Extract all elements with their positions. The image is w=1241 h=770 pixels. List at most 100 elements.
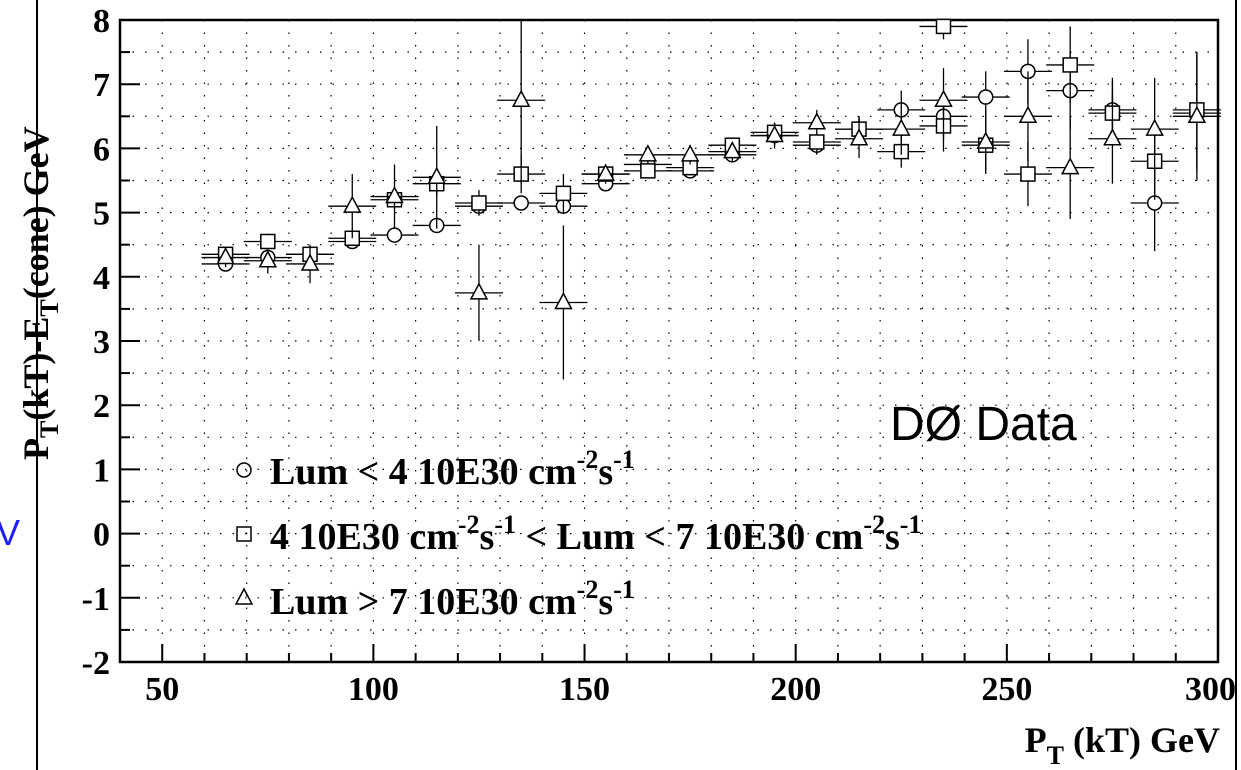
square-marker <box>555 185 572 202</box>
d0-data-annotation: DØ Data <box>890 398 1077 451</box>
plot-frame <box>118 18 1220 664</box>
triangle-marker <box>807 112 827 130</box>
data-point-triangle <box>792 109 841 136</box>
y-tick-label: 3 <box>93 324 110 361</box>
square-marker <box>260 233 276 250</box>
data-point-circle <box>370 227 419 243</box>
data-point-triangle <box>750 122 799 149</box>
y-tick-label: 7 <box>93 67 110 104</box>
data-point-square <box>623 163 672 179</box>
triangle-marker <box>216 246 235 265</box>
data-point-triangle <box>1130 77 1179 181</box>
triangle-marker <box>596 163 615 181</box>
x-tick-label: 300 <box>1185 671 1236 708</box>
x-tick-label: 250 <box>981 671 1032 708</box>
y-tick-label: 0 <box>93 517 110 554</box>
y-tick-label: 4 <box>93 260 110 297</box>
data-point-triangle <box>1088 93 1137 184</box>
legend-triangle-marker <box>234 587 254 605</box>
legend: Lum < 4 10E30 cm-2s-1 4 10E30 cm-2s-1 < … <box>234 445 921 623</box>
y-tick-labels: -2 -1 0 1 2 3 4 5 6 7 8 <box>82 3 110 682</box>
square-marker <box>1020 166 1036 182</box>
triangle-marker <box>385 185 404 204</box>
data-point-triangle <box>919 68 968 133</box>
legend-entry-3: Lum > 7 10E30 cm-2s-1 <box>270 575 635 623</box>
data-point-triangle <box>581 163 630 184</box>
triangle-marker <box>1060 157 1080 175</box>
y-axis-title: PT(kT)-ET(cone) GeV <box>16 126 64 460</box>
triangle-marker <box>723 141 742 159</box>
circle-marker <box>386 227 403 243</box>
triangle-marker <box>976 131 995 149</box>
y-axis-title-text: PT(kT)-ET(cone) GeV <box>16 126 64 460</box>
x-tick-label: 100 <box>348 671 399 708</box>
data-point-circle <box>497 195 546 211</box>
data-point-triangle <box>454 244 503 341</box>
data-point-triangle <box>328 174 377 239</box>
triangle-marker <box>343 195 362 213</box>
triangle-marker <box>638 144 658 162</box>
triangle-marker <box>849 128 869 146</box>
data-point-triangle <box>835 119 884 159</box>
y-tick-label: 6 <box>93 131 110 168</box>
triangle-marker <box>1145 118 1164 136</box>
ticks <box>119 19 1219 663</box>
triangle-marker <box>469 282 489 300</box>
data-point-square <box>1046 26 1095 104</box>
circle-marker <box>513 195 529 211</box>
grid <box>120 20 1218 662</box>
data-point-triangle <box>201 246 250 268</box>
legend-square-marker <box>236 526 252 542</box>
data-point-triangle <box>497 20 546 184</box>
triangle-marker <box>1018 105 1038 124</box>
legend-entry-2: 4 10E30 cm-2s-1 < Lum < 7 10E30 cm-2s-1 <box>270 510 921 558</box>
x-tick-label: 150 <box>559 671 610 708</box>
data-point-triangle <box>961 109 1010 175</box>
edge-glyph: V <box>0 512 20 553</box>
data-point-triangle <box>243 247 292 274</box>
triangle-marker <box>554 291 573 310</box>
triangle-marker <box>1103 128 1122 146</box>
y-tick-label: 1 <box>93 452 110 489</box>
square-marker <box>935 18 952 35</box>
circle-marker <box>977 89 994 105</box>
x-axis-title: PT (kT) GeV <box>1025 720 1220 770</box>
data-point-triangle <box>708 141 757 162</box>
triangle-marker <box>427 166 446 185</box>
y-tick-label: 8 <box>93 3 110 40</box>
x-tick-label: 200 <box>770 671 821 708</box>
triangle-marker <box>765 124 784 143</box>
y-tick-label: 2 <box>93 388 110 425</box>
data-point-square <box>454 190 503 216</box>
triangle-marker <box>892 118 911 136</box>
data-point-triangle <box>370 164 419 229</box>
data-point-triangle <box>412 125 461 229</box>
data-point-square <box>539 174 588 213</box>
triangle-marker <box>1187 105 1207 124</box>
data-point-triangle <box>877 103 926 155</box>
data-point-triangle <box>666 144 715 165</box>
legend-entry-1: Lum < 4 10E30 cm-2s-1 <box>270 445 635 493</box>
data-point-circle <box>961 71 1010 123</box>
triangle-marker <box>511 89 531 107</box>
data-point-square <box>919 18 968 40</box>
data-points <box>201 18 1221 380</box>
square-marker <box>640 163 656 179</box>
square-marker <box>1062 57 1078 73</box>
triangle-marker <box>680 144 700 162</box>
x-tick-label: 50 <box>145 671 179 708</box>
y-tick-label: -1 <box>82 581 110 618</box>
data-point-triangle <box>1003 71 1052 162</box>
triangle-marker <box>258 250 278 268</box>
data-point-triangle <box>623 144 672 165</box>
legend-circle-marker <box>236 462 252 478</box>
data-point-triangle <box>1046 116 1095 220</box>
data-point-triangle <box>539 225 588 380</box>
triangle-marker <box>300 253 320 271</box>
data-point-triangle <box>286 244 335 284</box>
triangle-marker <box>934 89 953 107</box>
y-tick-label: 5 <box>93 196 110 233</box>
data-point-triangle <box>1172 52 1221 181</box>
y-tick-label: -2 <box>82 645 110 682</box>
